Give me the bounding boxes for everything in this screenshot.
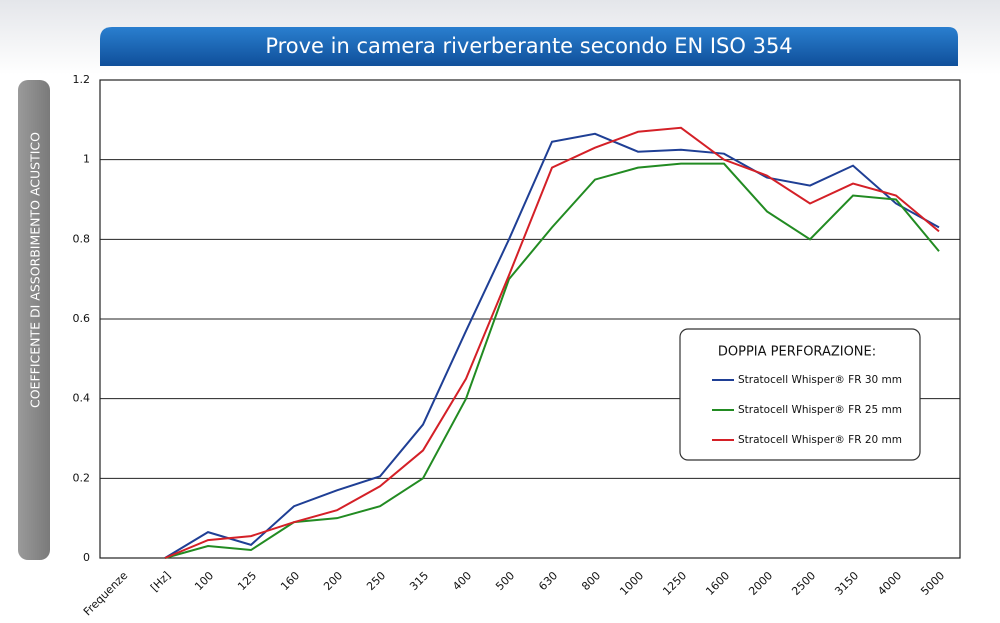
series-line — [164, 132, 940, 559]
y-tick-label: 0.4 — [73, 392, 91, 405]
legend-title: DOPPIA PERFORAZIONE: — [718, 345, 876, 360]
legend — [679, 328, 921, 461]
y-label-panel — [18, 80, 50, 560]
y-axis-label: COEFFICENTE DI ASSORBIMENTO ACUSTICO — [28, 132, 43, 408]
y-tick-label: 1.2 — [73, 73, 91, 86]
chart-title: Prove in camera riverberante secondo EN … — [265, 34, 792, 58]
title-banner — [100, 27, 958, 66]
y-tick-label: 0 — [83, 551, 90, 564]
legend-label: Stratocell Whisper® FR 25 mm — [738, 404, 902, 416]
y-tick-label: 1 — [83, 153, 90, 166]
legend-label: Stratocell Whisper® FR 20 mm — [738, 434, 902, 446]
y-tick-label: 0.6 — [73, 312, 91, 325]
legend-label: Stratocell Whisper® FR 30 mm — [738, 374, 902, 386]
y-tick-label: 0.2 — [73, 471, 91, 484]
y-tick-label: 0.8 — [73, 232, 91, 245]
series-line — [164, 126, 940, 559]
